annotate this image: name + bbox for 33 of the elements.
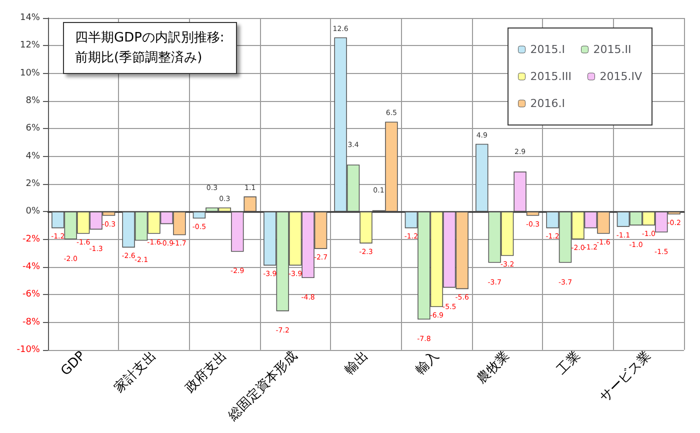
legend-label: 2015.III	[530, 70, 572, 83]
x-tick-label: 輸入	[412, 348, 442, 378]
bar	[526, 212, 540, 216]
bar	[360, 212, 372, 244]
y-tick-label: 14%	[20, 13, 40, 23]
y-tick-label: -4%	[22, 262, 40, 272]
text: 四半期GDPの内訳別推移: 前期比(季節調整済み)	[75, 30, 224, 66]
y-tick-label: -2%	[22, 234, 40, 244]
x-tick-label: 輸出	[342, 348, 372, 378]
y-tick-label: -6%	[22, 290, 40, 300]
x-tick-label: 政府支出	[182, 348, 230, 396]
bar	[231, 212, 244, 252]
bar	[192, 212, 206, 219]
y-tick-label: 10%	[20, 68, 40, 78]
y-tick-label: 6%	[26, 124, 40, 134]
y-tick-label: 0%	[26, 206, 40, 217]
y-tick-label: -8%	[22, 317, 40, 328]
legend-label: 2016.I	[530, 97, 566, 110]
bar	[476, 144, 488, 212]
legend-label: 2015.IV	[600, 70, 642, 83]
y-tick-label: 12%	[20, 40, 40, 51]
y-tick-label: 8%	[26, 96, 40, 106]
bar	[514, 172, 526, 212]
legend-label: 2015.II	[593, 43, 632, 56]
y-tick-label: 4%	[26, 151, 40, 162]
y-tick-label: -10%	[16, 344, 40, 355]
x-tick-label: 家計支出	[111, 348, 160, 396]
x-tick-label: 農牧業	[474, 348, 513, 387]
x-tick-label: サービス業	[597, 348, 654, 406]
bar	[244, 196, 256, 212]
x-tick-label: 工業	[554, 348, 584, 378]
legend-label: 2015.I	[530, 43, 566, 56]
y-tick-label: 2%	[26, 178, 40, 189]
